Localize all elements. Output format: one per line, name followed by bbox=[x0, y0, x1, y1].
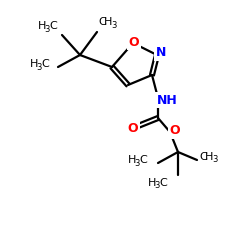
Text: 3: 3 bbox=[212, 156, 218, 164]
Text: C: C bbox=[98, 17, 106, 27]
Text: 3: 3 bbox=[111, 20, 116, 30]
Text: C: C bbox=[139, 155, 147, 165]
Text: O: O bbox=[170, 124, 180, 138]
Text: H: H bbox=[104, 17, 112, 27]
Text: N: N bbox=[156, 46, 166, 60]
Text: H: H bbox=[38, 21, 46, 31]
Text: H: H bbox=[148, 178, 156, 188]
Text: C: C bbox=[199, 152, 207, 162]
Text: NH: NH bbox=[156, 94, 178, 106]
Text: 3: 3 bbox=[154, 182, 160, 190]
Text: O: O bbox=[129, 36, 139, 49]
Text: C: C bbox=[41, 59, 49, 69]
Text: H: H bbox=[128, 155, 136, 165]
Text: C: C bbox=[159, 178, 167, 188]
Text: O: O bbox=[128, 122, 138, 134]
Text: C: C bbox=[49, 21, 57, 31]
Text: 3: 3 bbox=[134, 158, 140, 168]
Text: H: H bbox=[30, 59, 38, 69]
Text: 3: 3 bbox=[36, 62, 42, 72]
Text: 3: 3 bbox=[44, 24, 50, 34]
Text: H: H bbox=[205, 152, 214, 162]
